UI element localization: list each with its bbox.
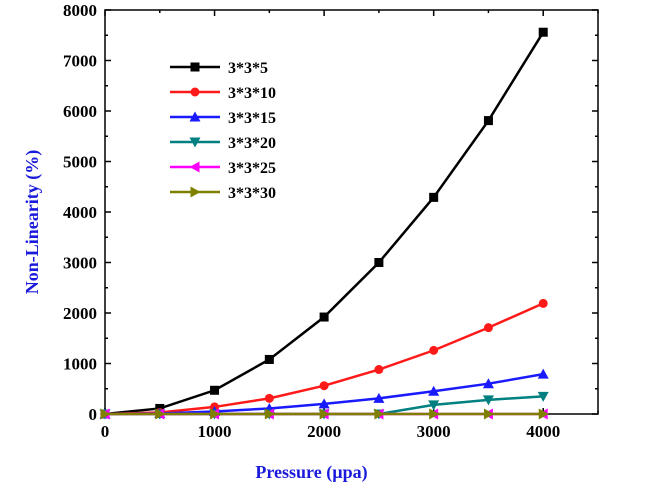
series-3x3x5 <box>100 27 548 419</box>
y-tick-label: 1000 <box>63 355 97 374</box>
x-tick-label: 0 <box>101 422 110 441</box>
data-point <box>538 27 548 37</box>
legend-label: 3*3*30 <box>228 185 276 202</box>
plot-frame <box>104 9 599 415</box>
data-point <box>319 312 329 322</box>
data-point <box>429 345 439 355</box>
data-point <box>264 354 274 364</box>
x-tick-label: 2000 <box>307 422 341 441</box>
legend-label: 3*3*20 <box>228 135 276 152</box>
y-tick-label: 2000 <box>63 304 97 323</box>
data-point <box>428 400 440 411</box>
data-point <box>483 323 493 333</box>
data-point <box>538 408 549 420</box>
data-point <box>482 395 494 406</box>
y-tick-label: 4000 <box>63 203 97 222</box>
data-point <box>428 385 440 396</box>
x-axis-title: Pressure (µpa) <box>255 462 367 483</box>
data-point <box>319 408 330 420</box>
legend-label: 3*3*25 <box>228 160 276 177</box>
y-tick-label: 8000 <box>63 1 97 20</box>
legend-item: 3*3*25 <box>170 160 276 177</box>
legend-swatch-marker <box>190 62 200 72</box>
data-point <box>318 398 330 409</box>
data-point <box>483 116 493 126</box>
y-tick-label: 7000 <box>63 52 97 71</box>
legend-item: 3*3*10 <box>170 85 276 102</box>
data-point <box>374 258 384 267</box>
legend-swatch-marker <box>190 186 201 198</box>
data-point <box>100 408 111 420</box>
data-point <box>264 393 274 403</box>
data-point <box>373 392 385 403</box>
y-tick-label: 6000 <box>63 102 97 121</box>
legend-item: 3*3*5 <box>170 60 268 77</box>
series-line <box>104 31 545 416</box>
data-point <box>210 408 221 420</box>
legend-label: 3*3*5 <box>228 60 268 77</box>
data-point <box>210 385 220 395</box>
legend-item: 3*3*15 <box>170 110 276 127</box>
x-tick-label: 1000 <box>198 422 232 441</box>
x-tick-label: 4000 <box>526 422 560 441</box>
legend-swatch-marker <box>189 137 201 148</box>
series-3x3x30 <box>100 408 549 420</box>
legend: 3*3*5 3*3*10 3*3*15 3*3*20 3*3*25 3*3*30 <box>170 60 276 202</box>
data-point <box>374 408 385 420</box>
data-point <box>483 408 494 420</box>
legend-label: 3*3*10 <box>228 85 276 102</box>
data-point <box>538 298 548 308</box>
y-axis-title: Non-Linearity (%) <box>22 150 43 294</box>
data-point <box>537 391 549 402</box>
axes: 0 1000 2000 3000 4000 0 1000 2000 3000 4000 5000 60… <box>63 1 599 441</box>
data-point <box>482 378 494 389</box>
data-point <box>155 408 166 420</box>
legend-label: 3*3*15 <box>228 110 276 127</box>
legend-swatch-marker <box>189 161 200 173</box>
data-point <box>429 192 439 202</box>
data-point <box>429 408 440 420</box>
series-group <box>99 27 549 420</box>
data-point <box>264 408 275 420</box>
data-point <box>374 365 384 375</box>
data-point <box>319 381 329 391</box>
y-tick-label: 3000 <box>63 254 97 273</box>
x-tick-label: 3000 <box>417 422 451 441</box>
data-point <box>537 368 549 379</box>
y-tick-label: 0 <box>89 405 98 424</box>
legend-swatch-marker <box>190 87 200 97</box>
legend-item: 3*3*30 <box>170 185 276 202</box>
legend-item: 3*3*20 <box>170 135 276 152</box>
legend-swatch-marker <box>189 111 201 122</box>
y-tick-label: 5000 <box>63 153 97 172</box>
